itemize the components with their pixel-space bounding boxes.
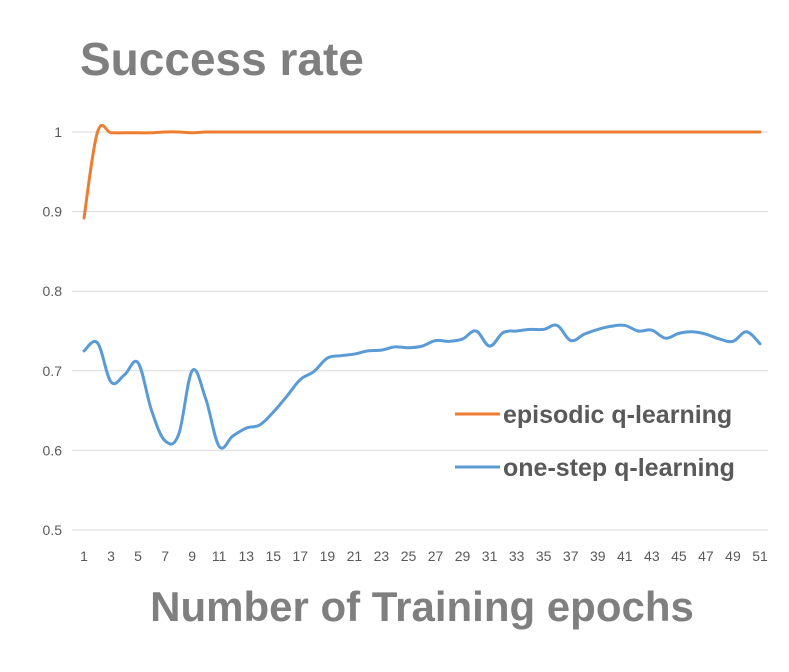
y-tick-label: 0.9: [43, 204, 63, 220]
x-tick-label: 31: [482, 548, 498, 564]
x-tick-label: 47: [698, 548, 714, 564]
x-tick-label: 9: [188, 548, 196, 564]
legend-label: one-step q-learning: [503, 454, 735, 482]
x-axis-ticks: 1 3 5 7 9 11 13 15 17 19 21 23 25 27 29 31 33 35 37 39 41 43 4…: [80, 548, 768, 564]
x-tick-label: 39: [590, 548, 606, 564]
series-line-one-step-q-learning: [82, 323, 762, 450]
y-tick-label: 0.7: [43, 363, 63, 379]
x-tick-label: 25: [401, 548, 417, 564]
x-tick-label: 37: [563, 548, 579, 564]
x-tick-label: 11: [212, 548, 227, 564]
legend-label: episodic q-learning: [503, 401, 732, 429]
x-tick-label: 51: [752, 548, 768, 564]
x-tick-label: 21: [347, 548, 363, 564]
x-tick-label: 49: [725, 548, 741, 564]
x-tick-label: 23: [374, 548, 390, 564]
y-tick-label: 1: [54, 124, 62, 140]
x-tick-label: 15: [265, 548, 281, 564]
x-tick-label: 41: [617, 548, 633, 564]
x-axis-label: Number of Training epochs: [150, 583, 694, 630]
x-tick-label: 19: [320, 548, 336, 564]
x-tick-label: 27: [428, 548, 444, 564]
x-tick-label: 43: [644, 548, 660, 564]
x-tick-label: 13: [238, 548, 254, 564]
x-tick-label: 45: [671, 548, 687, 564]
y-axis-ticks: 0.5 0.6 0.7 0.8 0.9 1: [43, 124, 63, 538]
x-tick-label: 7: [161, 548, 169, 564]
x-tick-label: 33: [509, 548, 525, 564]
y-tick-label: 0.5: [43, 522, 63, 538]
series-line-episodic-q-learning: [82, 123, 762, 220]
x-tick-label: 35: [536, 548, 552, 564]
x-tick-label: 3: [107, 548, 115, 564]
x-tick-label: 5: [134, 548, 142, 564]
x-tick-label: 17: [293, 548, 309, 564]
series-lines: [82, 123, 762, 450]
x-tick-label: 1: [80, 548, 88, 564]
x-tick-label: 29: [455, 548, 471, 564]
legend: episodic q-learning one-step q-learning: [455, 401, 735, 482]
y-tick-label: 0.8: [43, 283, 63, 299]
chart-title: Success rate: [80, 33, 364, 85]
y-tick-label: 0.6: [43, 442, 63, 458]
